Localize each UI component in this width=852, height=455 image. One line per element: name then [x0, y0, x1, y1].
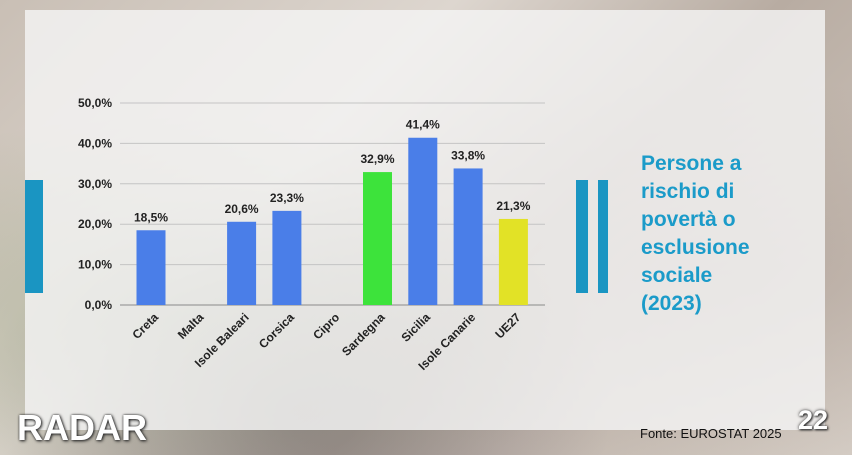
data-label: 41,4%: [406, 118, 440, 132]
bar: [363, 172, 392, 305]
source-note: Fonte: EUROSTAT 2025: [640, 426, 782, 441]
data-label: 21,3%: [496, 199, 530, 213]
data-label: 23,3%: [270, 191, 304, 205]
category-label: Sicilia: [398, 310, 433, 345]
bar: [408, 137, 438, 305]
data-label: 18,5%: [134, 210, 168, 224]
y-tick-label: 40,0%: [78, 136, 112, 150]
y-tick-label: 10,0%: [78, 258, 112, 272]
y-tick-label: 20,0%: [78, 217, 112, 231]
right-accent-bar-1: [576, 180, 588, 293]
category-label: UE27: [492, 310, 523, 341]
data-label: 33,8%: [451, 148, 485, 162]
bar: [498, 218, 528, 305]
bar: [136, 230, 166, 305]
bar: [227, 221, 257, 305]
category-label: Creta: [130, 310, 162, 342]
category-label: Corsica: [256, 310, 297, 351]
y-tick-label: 50,0%: [78, 96, 112, 110]
data-label: 20,6%: [225, 202, 259, 216]
category-label: Cipro: [310, 310, 342, 342]
side-title: Persone a rischio di povertà o esclusion…: [641, 152, 750, 315]
right-accent-bar-2: [598, 180, 608, 293]
data-label: 32,9%: [360, 152, 394, 166]
category-label: Malta: [175, 310, 207, 342]
bar: [453, 168, 483, 305]
y-tick-label: 30,0%: [78, 177, 112, 191]
left-accent-bar: [25, 180, 43, 293]
category-label: Sardegna: [339, 310, 388, 359]
bar: [272, 210, 302, 305]
page-number: 22: [798, 405, 829, 435]
y-tick-label: 0,0%: [85, 298, 113, 312]
radar-logo: RADAR: [17, 407, 147, 448]
